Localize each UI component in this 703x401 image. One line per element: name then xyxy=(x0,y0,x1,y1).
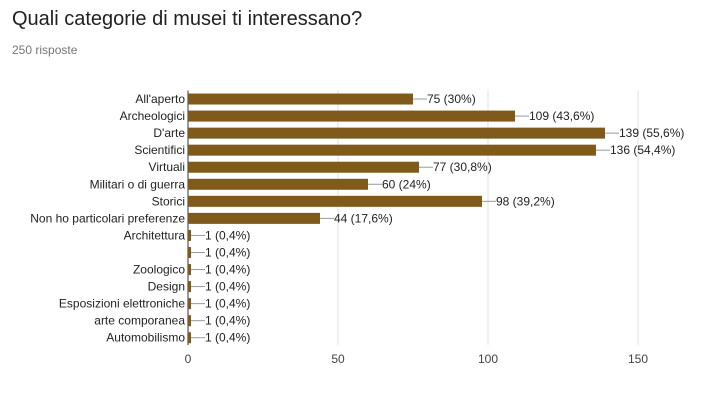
category-label: arte comporanea xyxy=(94,314,185,328)
data-label: 75 (30%) xyxy=(427,92,476,106)
category-label: Design xyxy=(148,280,185,294)
data-label: 1 (0,4%) xyxy=(205,297,250,311)
category-label: Virtuali xyxy=(149,160,185,174)
data-label: 1 (0,4%) xyxy=(205,314,250,328)
category-label: Non ho particolari preferenze xyxy=(30,211,185,225)
bar xyxy=(188,110,515,122)
category-label: Archeologici xyxy=(120,109,185,123)
bar xyxy=(188,298,191,310)
bar xyxy=(188,127,605,139)
data-label: 1 (0,4%) xyxy=(205,331,250,345)
bar xyxy=(188,264,191,276)
x-tick-label: 0 xyxy=(185,352,192,366)
bar xyxy=(188,315,191,327)
data-label: 60 (24%) xyxy=(382,177,431,191)
data-label: 109 (43,6%) xyxy=(529,109,594,123)
bar xyxy=(188,144,596,156)
category-label: Esposizioni elettroniche xyxy=(59,297,185,311)
category-label: D'arte xyxy=(153,126,185,140)
data-label: 1 (0,4%) xyxy=(205,228,250,242)
data-label: 139 (55,6%) xyxy=(619,126,684,140)
page-title: Quali categorie di musei ti interessano? xyxy=(12,8,363,30)
data-label: 1 (0,4%) xyxy=(205,280,250,294)
x-tick-label: 150 xyxy=(628,352,648,366)
response-count: 250 risposte xyxy=(12,43,78,57)
category-label: Zoologico xyxy=(133,263,185,277)
bar xyxy=(188,161,419,173)
category-label: Militari o di guerra xyxy=(90,177,186,191)
bar xyxy=(188,281,191,293)
data-label: 1 (0,4%) xyxy=(205,245,250,259)
data-label: 98 (39,2%) xyxy=(496,194,555,208)
category-label: All'aperto xyxy=(135,92,185,106)
category-label: Scientifici xyxy=(134,143,185,157)
category-label: Storici xyxy=(152,194,185,208)
bar xyxy=(188,229,191,241)
bar xyxy=(188,93,413,105)
category-label: Architettura xyxy=(124,228,186,242)
bar xyxy=(188,246,191,258)
data-label: 77 (30,8%) xyxy=(433,160,492,174)
category-label: Automobilismo xyxy=(106,331,185,345)
x-tick-label: 100 xyxy=(478,352,498,366)
data-label: 136 (54,4%) xyxy=(610,143,675,157)
data-label: 1 (0,4%) xyxy=(205,263,250,277)
bar xyxy=(188,178,368,190)
data-label: 44 (17,6%) xyxy=(334,211,393,225)
bar xyxy=(188,332,191,344)
bar xyxy=(188,195,482,207)
bar xyxy=(188,212,320,224)
x-tick-label: 50 xyxy=(331,352,345,366)
